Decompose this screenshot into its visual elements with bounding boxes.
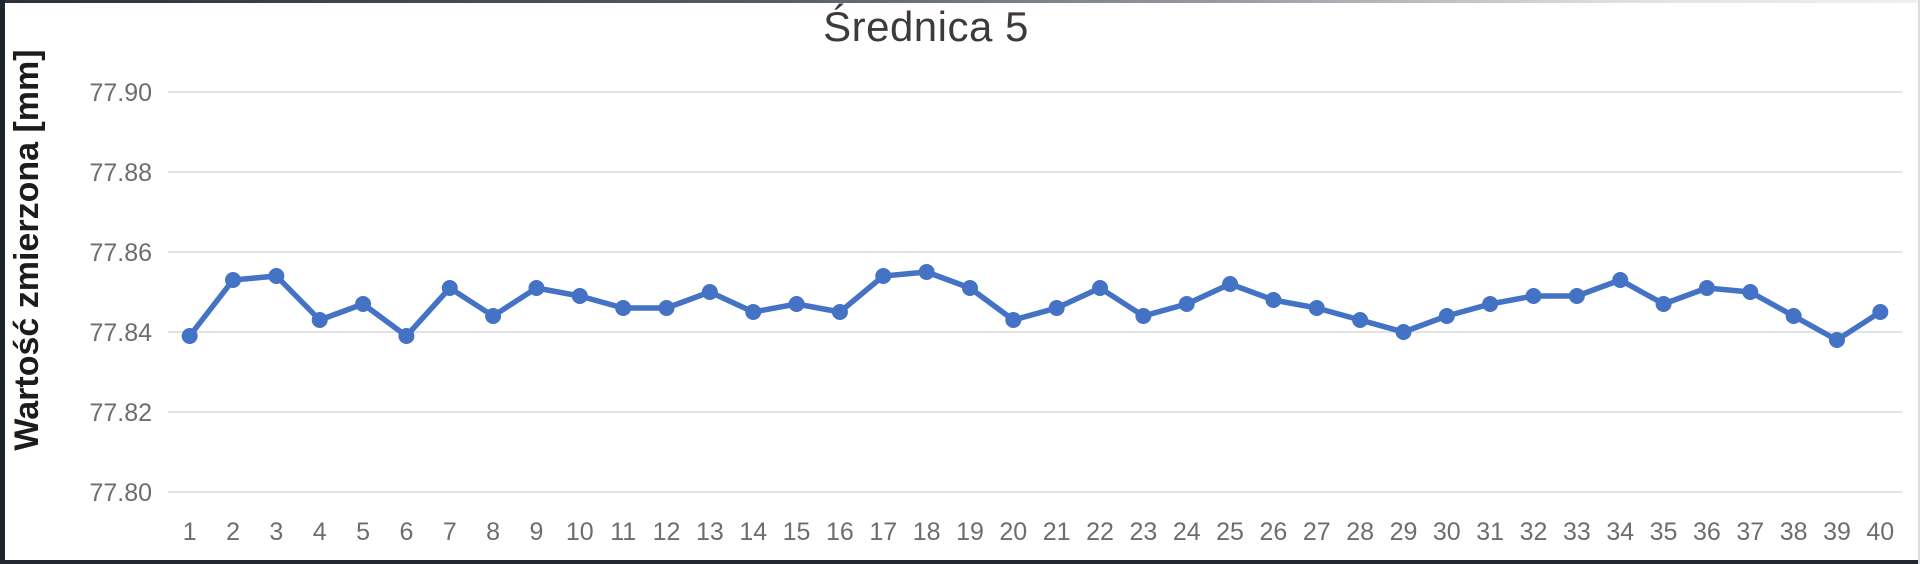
data-point [1308, 300, 1325, 316]
x-tick-label: 3 [269, 518, 283, 546]
data-point [1005, 312, 1022, 328]
x-tick-label: 14 [739, 518, 767, 546]
x-tick-label: 6 [399, 518, 413, 546]
data-point [268, 268, 285, 284]
data-point [1178, 296, 1195, 312]
data-point [875, 268, 892, 284]
frame-border-right [1918, 0, 1920, 564]
y-tick-label: 77.90 [89, 79, 152, 107]
data-point [441, 280, 458, 296]
x-tick-label: 40 [1866, 518, 1894, 546]
data-point [1525, 288, 1542, 304]
data-point [1438, 308, 1455, 324]
x-tick-label: 16 [826, 518, 854, 546]
x-tick-label: 33 [1563, 518, 1591, 546]
data-point [1482, 296, 1499, 312]
data-point [311, 312, 328, 328]
data-point [1742, 284, 1759, 300]
data-point [1698, 280, 1715, 296]
x-tick-label: 30 [1433, 518, 1461, 546]
x-tick-label: 17 [869, 518, 897, 546]
data-point [355, 296, 372, 312]
data-point [528, 280, 545, 296]
data-point [1222, 276, 1239, 292]
data-point [1872, 304, 1889, 320]
frame-border-bottom [0, 560, 1920, 564]
data-point [181, 328, 198, 344]
x-tick-label: 32 [1520, 518, 1548, 546]
data-point [1352, 312, 1369, 328]
x-tick-label: 18 [913, 518, 941, 546]
x-tick-label: 4 [313, 518, 327, 546]
data-point [961, 280, 978, 296]
frame-border-top [0, 0, 1920, 3]
x-tick-label: 15 [783, 518, 811, 546]
y-tick-label: 77.80 [89, 479, 152, 507]
x-tick-label: 37 [1736, 518, 1764, 546]
x-tick-label: 24 [1173, 518, 1201, 546]
data-point [658, 300, 675, 316]
data-point [1265, 292, 1282, 308]
data-point [1655, 296, 1672, 312]
x-tick-label: 5 [356, 518, 370, 546]
data-point [788, 296, 805, 312]
x-tick-label: 11 [610, 518, 636, 546]
x-tick-label: 31 [1476, 518, 1504, 546]
x-tick-label: 10 [566, 518, 594, 546]
data-point [1612, 272, 1629, 288]
data-point [1092, 280, 1109, 296]
y-tick-label: 77.84 [89, 319, 152, 347]
x-tick-label: 23 [1129, 518, 1157, 546]
data-point [1568, 288, 1585, 304]
x-tick-label: 28 [1346, 518, 1374, 546]
x-tick-label: 25 [1216, 518, 1244, 546]
chart-title: Średnica 5 [823, 3, 1029, 50]
x-tick-label: 34 [1606, 518, 1634, 546]
x-tick-label: 9 [530, 518, 544, 546]
x-tick-label: 39 [1823, 518, 1851, 546]
x-tick-label: 38 [1780, 518, 1808, 546]
data-point [701, 284, 718, 300]
data-point [398, 328, 415, 344]
x-tick-label: 35 [1650, 518, 1678, 546]
data-point [831, 304, 848, 320]
x-tick-label: 29 [1390, 518, 1418, 546]
data-point [1048, 300, 1065, 316]
x-tick-label: 36 [1693, 518, 1721, 546]
x-tick-label: 2 [226, 518, 240, 546]
data-point [485, 308, 502, 324]
data-point [745, 304, 762, 320]
x-tick-label: 7 [443, 518, 457, 546]
data-point [615, 300, 632, 316]
data-line [186, 269, 1884, 343]
x-tick-label: 8 [486, 518, 500, 546]
frame-border-left [0, 0, 5, 564]
y-tick-label: 77.82 [89, 399, 152, 427]
x-tick-label: 26 [1260, 518, 1288, 546]
data-point [225, 272, 242, 288]
x-tick-label: 27 [1303, 518, 1331, 546]
y-tick-label: 77.88 [89, 159, 152, 187]
x-tick-label: 22 [1086, 518, 1114, 546]
data-point [1828, 332, 1845, 348]
x-tick-label: 20 [999, 518, 1027, 546]
x-tick-label: 13 [696, 518, 724, 546]
x-tick-label: 1 [183, 518, 197, 546]
data-point [571, 288, 588, 304]
x-tick-label: 19 [956, 518, 984, 546]
y-tick-label: 77.86 [89, 239, 152, 267]
data-point [918, 264, 935, 280]
data-point [1395, 324, 1412, 340]
data-point [1785, 308, 1802, 324]
x-tick-label: 21 [1043, 518, 1071, 546]
data-point [1135, 308, 1152, 324]
x-tick-label: 12 [653, 518, 681, 546]
